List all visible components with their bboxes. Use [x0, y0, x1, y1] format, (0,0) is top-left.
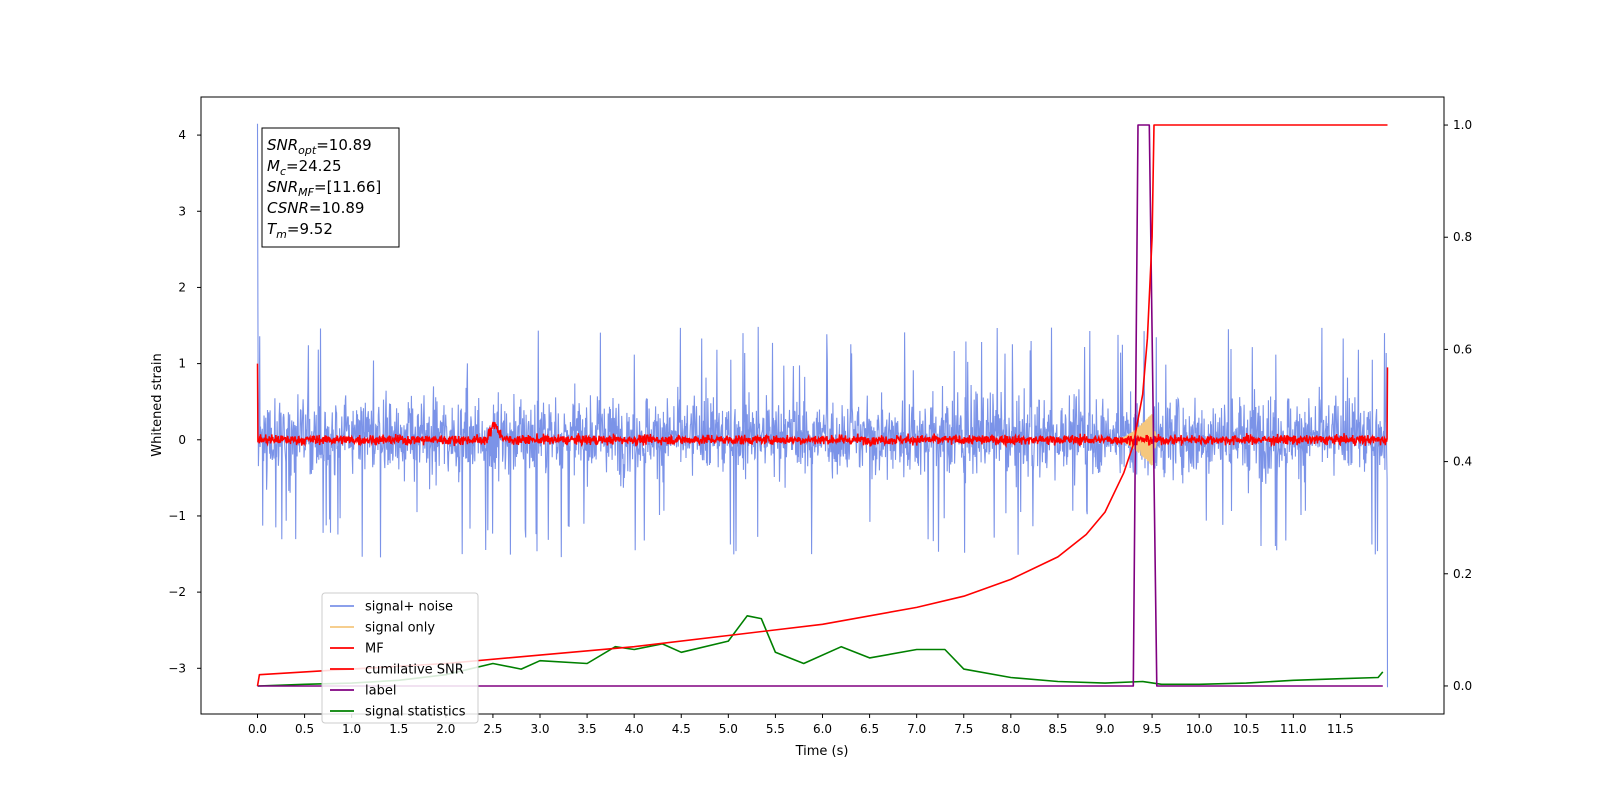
annotation-frame: [261, 127, 400, 248]
x-tick-label: 8.0: [1001, 722, 1020, 736]
annotation-line: SNRMF=[11.66]: [267, 178, 381, 199]
legend-label-label: label: [365, 684, 396, 699]
y-tick-label: 0: [178, 433, 186, 447]
y2-tick-label: 0.6: [1453, 342, 1472, 356]
x-tick-label: 11.5: [1327, 722, 1354, 736]
x-tick-label: 5.0: [719, 722, 738, 736]
x-tick-label: 10.5: [1233, 722, 1260, 736]
x-tick-label: 6.0: [813, 722, 832, 736]
x-tick-label: 3.5: [578, 722, 597, 736]
y2-tick-label: 0.2: [1453, 567, 1472, 581]
y-tick-label: −3: [168, 661, 186, 675]
annotation-line: SNRopt=10.89: [267, 136, 372, 157]
x-tick-label: 6.5: [860, 722, 879, 736]
legend-label-signal-statistics: signal statistics: [365, 705, 466, 720]
x-tick-label: 3.0: [530, 722, 549, 736]
legend-frame: [321, 592, 479, 724]
series-label: [257, 124, 1383, 687]
x-tick-label: 2.5: [483, 722, 502, 736]
series-mf: [256, 363, 1389, 449]
x-tick-label: 1.0: [342, 722, 361, 736]
x-tick-label: 9.0: [1095, 722, 1114, 736]
x-tick-label: 1.5: [389, 722, 408, 736]
y2-tick-label: 0.8: [1453, 230, 1472, 244]
x-tick-label: 2.0: [436, 722, 455, 736]
y2-tick-label: 0.0: [1453, 679, 1472, 693]
x-tick-label: 0.5: [295, 722, 314, 736]
x-tick-label: 4.5: [672, 722, 691, 736]
y-tick-label: 2: [178, 280, 186, 294]
y-axis-label: Whitened strain: [150, 353, 165, 456]
y-tick-label: 3: [178, 204, 186, 218]
y-tick-label: 4: [178, 128, 186, 142]
legend-label-mf: MF: [365, 642, 384, 657]
axes-layer: 0.0 0.5 1.0 1.5 2.0 2.5 3.0 3.5 4.0 4.5 5.0 5.5 6.0 6…: [168, 118, 1472, 736]
x-axis-label: Time (s): [795, 744, 849, 759]
x-tick-label: 11.0: [1280, 722, 1307, 736]
y-tick-label: 1: [178, 357, 186, 371]
y-tick-label: −1: [168, 509, 186, 523]
y2-tick-label: 1.0: [1453, 118, 1472, 132]
series-signal-statistics: [257, 615, 1384, 687]
annotation-box: SNRopt=10.89Mc=24.25SNRMF=[11.66]CSNR=10…: [261, 127, 400, 248]
plot-frame: [200, 96, 1445, 715]
annotation-line: CSNR=10.89: [267, 199, 364, 217]
legend-label-cumilative-snr: cumilative SNR: [365, 663, 464, 678]
y-tick-label: −2: [168, 585, 186, 599]
legend: signal+ noise signal only MF cumilative SNR…: [321, 592, 479, 724]
x-tick-label: 9.5: [1143, 722, 1162, 736]
legend-label-signal-only: signal only: [365, 621, 435, 636]
x-tick-label: 10.0: [1186, 722, 1213, 736]
x-tick-label: 8.5: [1048, 722, 1067, 736]
annotation-line: Mc=24.25: [267, 157, 342, 178]
x-tick-label: 5.5: [766, 722, 785, 736]
y2-tick-label: 0.4: [1453, 455, 1472, 469]
x-tick-label: 7.5: [954, 722, 973, 736]
x-tick-label: 0.0: [248, 722, 267, 736]
x-tick-label: 7.0: [907, 722, 926, 736]
legend-label-signal-noise: signal+ noise: [365, 600, 453, 615]
annotation-line: Tm=9.52: [267, 220, 333, 241]
x-tick-label: 4.0: [625, 722, 644, 736]
